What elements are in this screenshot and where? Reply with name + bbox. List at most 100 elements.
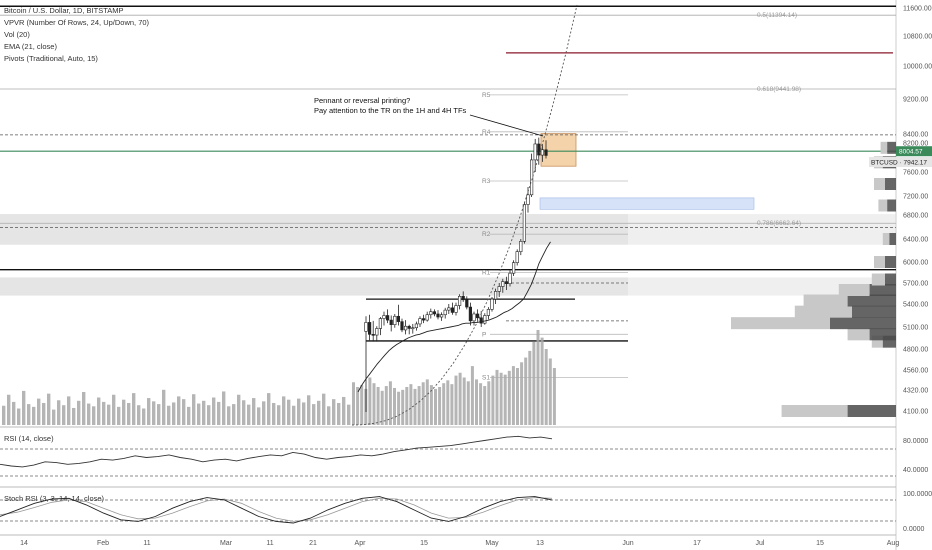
candle-body [465, 299, 469, 308]
parabolic-curve [351, 4, 578, 426]
volume-bar [77, 400, 81, 425]
y-tick: 5700.00 [903, 281, 928, 288]
volume-bar [466, 381, 470, 425]
volume-bar [217, 401, 221, 425]
candle-body [432, 311, 437, 315]
volume-bar [470, 366, 474, 425]
rsi-tick: 80.0000 [903, 438, 928, 445]
volume-bar [520, 362, 524, 425]
volume-bar [312, 404, 316, 425]
vpvr-bar-down [852, 305, 896, 318]
candle-body [403, 325, 408, 331]
volume-bar [368, 377, 372, 425]
volume-bar [42, 403, 46, 425]
vpvr-bar-down [885, 273, 896, 286]
volume-bar [347, 404, 351, 425]
volume-bar [167, 405, 171, 425]
vpvr-bar-up [794, 305, 852, 318]
volume-bar [429, 385, 433, 425]
volume-bar [409, 384, 413, 425]
y-tick: 8200.00 [903, 141, 928, 148]
candle-body [393, 315, 397, 325]
y-tick: 4320.00 [903, 388, 928, 395]
rsi-tick: 40.0000 [903, 467, 928, 474]
candle-body [425, 314, 429, 321]
volume-bar [197, 403, 201, 425]
x-tick: Jun [622, 540, 633, 547]
volume-bar [247, 404, 251, 425]
volume-bar [37, 398, 41, 425]
volume-bar [147, 398, 151, 425]
volume-bar [405, 387, 409, 425]
volume-bar [12, 401, 16, 425]
volume-bar [287, 399, 291, 425]
candle-body [443, 309, 447, 316]
volume-bar [97, 397, 101, 425]
candle-body [519, 241, 523, 252]
vpvr-bar-down [869, 284, 896, 296]
grey-zone-extension [628, 277, 896, 296]
y-tick: 6800.00 [903, 213, 928, 220]
volume-bar [507, 370, 511, 425]
candle-body [439, 314, 444, 318]
volume-bar [434, 388, 437, 425]
volume-bar [446, 380, 450, 425]
vpvr-bar-up [878, 199, 888, 212]
vpvr-bar-up [838, 284, 870, 296]
volume-bar [352, 382, 355, 425]
x-tick: 11 [143, 540, 150, 547]
volume-bar [552, 368, 556, 425]
volume-bar [222, 391, 226, 425]
candle-body [490, 298, 494, 310]
volume-bar [516, 368, 519, 425]
volume-bar [401, 389, 405, 425]
candle-body [364, 322, 368, 332]
volume-bar [102, 401, 106, 425]
volume-bar [62, 405, 66, 425]
x-tick: Jul [756, 540, 765, 547]
vpvr-bar-down [847, 294, 896, 307]
stoch-d-line [0, 497, 553, 522]
candle-body [501, 281, 505, 287]
candle-body [407, 325, 411, 329]
candle-body [382, 315, 386, 319]
legend-ema: EMA (21, close) [4, 42, 57, 51]
candle-body [486, 309, 491, 316]
rsi-line [0, 435, 553, 468]
volume-bar [528, 350, 532, 425]
volume-bar [511, 366, 515, 425]
volume-bar [548, 358, 552, 425]
volume-bar [232, 404, 236, 425]
candle-body [400, 321, 404, 331]
pivot-label: R5 [482, 92, 491, 99]
candle-body [457, 295, 462, 306]
volume-bar [302, 402, 306, 425]
y-tick: 4800.00 [903, 347, 928, 354]
volume-bar [207, 405, 211, 425]
volume-bar [532, 341, 536, 425]
candle-body [411, 327, 415, 330]
volume-bar [177, 396, 181, 425]
volume-bar [187, 406, 191, 425]
candle-body [515, 251, 519, 263]
volume-bar [417, 386, 421, 425]
volume-bar [22, 390, 26, 425]
volume-bar [237, 394, 241, 425]
volume-bar [127, 403, 131, 425]
vpvr-bar-down [887, 141, 896, 154]
x-tick: May [485, 540, 499, 547]
vpvr-bar-up [874, 256, 885, 268]
volume-bar [152, 401, 156, 425]
symbol-tag-box [869, 157, 932, 167]
volume-bar [475, 379, 478, 425]
vpvr-bar-down [885, 178, 896, 190]
volume-bar [438, 387, 442, 425]
vpvr-bar-up [874, 178, 885, 190]
legend-symbol: Bitcoin / U.S. Dollar, 1D, BITSTAMP [4, 6, 123, 15]
grey-zone [0, 277, 628, 296]
vpvr-bar-up [871, 273, 885, 286]
candle-body [544, 149, 548, 156]
candle-body [497, 286, 501, 292]
candle-body [526, 194, 530, 205]
